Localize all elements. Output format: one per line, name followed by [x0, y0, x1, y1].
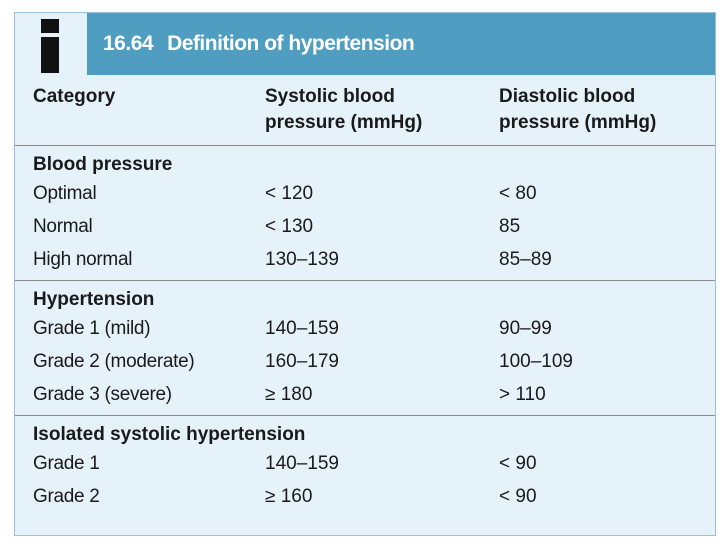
hypertension-table: Category Systolic blood pressure (mmHg) D…	[15, 75, 715, 513]
table-row: Grade 2 ≥ 160 < 90	[15, 480, 715, 513]
systolic-cell: < 120	[265, 183, 314, 204]
diastolic-cell: < 90	[499, 453, 537, 474]
column-header-diastolic: Diastolic blood pressure (mmHg)	[499, 75, 715, 146]
category-cell: Grade 2	[33, 486, 100, 507]
category-cell: Grade 3 (severe)	[33, 384, 172, 405]
section-title: Hypertension	[33, 289, 155, 310]
box-header: 16.64 Definition of hypertension	[15, 13, 715, 75]
column-header-row: Category Systolic blood pressure (mmHg) D…	[15, 75, 715, 146]
column-header-category: Category	[15, 75, 265, 146]
systolic-cell: < 130	[265, 216, 314, 237]
section-divider	[15, 276, 715, 281]
section-title: Blood pressure	[33, 154, 173, 175]
systolic-cell: 140–159	[265, 453, 339, 474]
category-cell: Grade 2 (moderate)	[33, 351, 195, 372]
category-cell: Grade 1	[33, 453, 100, 474]
info-box: 16.64 Definition of hypertension Categor…	[14, 12, 716, 536]
diastolic-cell: < 80	[499, 183, 537, 204]
section-title-row: Hypertension	[15, 281, 715, 313]
systolic-cell: ≥ 180	[265, 384, 313, 405]
table-row: Grade 1 140–159 < 90	[15, 447, 715, 480]
title-bar: 16.64 Definition of hypertension	[87, 13, 715, 75]
info-tab	[15, 13, 87, 75]
section-title: Isolated systolic hypertension	[33, 424, 306, 445]
box-title: Definition of hypertension	[167, 32, 415, 55]
diastolic-cell: > 110	[499, 384, 546, 405]
systolic-cell: 160–179	[265, 351, 339, 372]
diastolic-cell: 90–99	[499, 318, 552, 339]
table-row: Grade 2 (moderate) 160–179 100–109	[15, 345, 715, 378]
systolic-cell: 140–159	[265, 318, 339, 339]
section-divider	[15, 411, 715, 416]
table-row: High normal 130–139 85–89	[15, 243, 715, 276]
category-cell: Optimal	[33, 183, 97, 204]
systolic-cell: 130–139	[265, 249, 339, 270]
section-title-row: Blood pressure	[15, 146, 715, 178]
category-cell: Normal	[33, 216, 93, 237]
diastolic-cell: 85	[499, 216, 521, 237]
diastolic-cell: 100–109	[499, 351, 573, 372]
box-number: 16.64	[103, 32, 154, 55]
table-row: Normal < 130 85	[15, 210, 715, 243]
info-icon	[29, 17, 73, 73]
diastolic-cell: 85–89	[499, 249, 552, 270]
table-row: Grade 3 (severe) ≥ 180 > 110	[15, 378, 715, 411]
diastolic-cell: < 90	[499, 486, 537, 507]
category-cell: High normal	[33, 249, 133, 270]
category-cell: Grade 1 (mild)	[33, 318, 151, 339]
column-header-systolic: Systolic blood pressure (mmHg)	[265, 75, 499, 146]
systolic-cell: ≥ 160	[265, 486, 313, 507]
section-title-row: Isolated systolic hypertension	[15, 416, 715, 448]
table-row: Optimal < 120 < 80	[15, 177, 715, 210]
table-row: Grade 1 (mild) 140–159 90–99	[15, 312, 715, 345]
